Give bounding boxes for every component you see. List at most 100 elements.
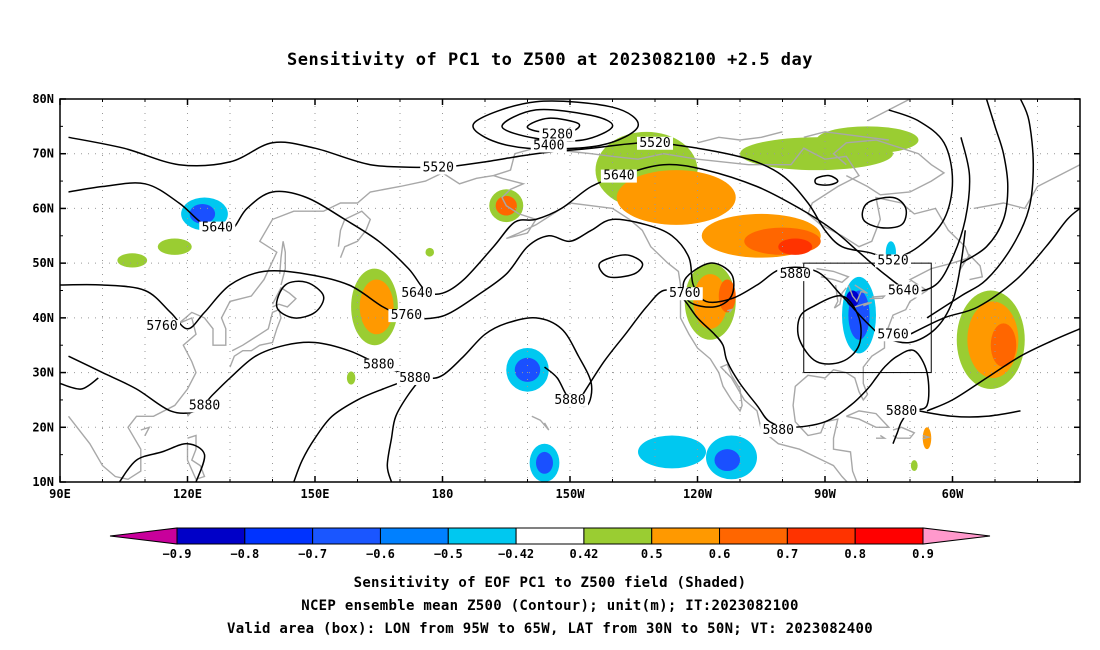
colorbar-box: [447, 527, 517, 545]
lon-tick-label: 90W: [814, 487, 836, 501]
shaded-area: [425, 247, 434, 257]
contour-label: 5760: [669, 286, 700, 301]
shaded-area: [910, 460, 918, 472]
colorbar-label: −0.6: [366, 547, 395, 561]
coastline: [847, 284, 868, 303]
colorbar-label: 0.9: [912, 547, 934, 561]
contour-label-bg: [875, 254, 911, 268]
caption-shading: Sensitivity of EOF PC1 to Z500 field (Sh…: [353, 575, 747, 591]
contour-label: 5880: [886, 404, 917, 419]
lon-tick-label: 180: [432, 487, 454, 501]
coastline: [867, 99, 911, 122]
coastline: [337, 210, 372, 258]
lon-tick-label: 120W: [683, 487, 713, 501]
z500-contour: [501, 108, 614, 142]
contour-label-bg: [885, 284, 922, 298]
colorbar-box: [176, 527, 246, 545]
z500-contour: [814, 174, 839, 186]
lon-tick-label: 60W: [942, 487, 964, 501]
coastline: [67, 172, 443, 481]
contour-label-bg: [760, 424, 797, 438]
contour-label: 5520: [639, 136, 670, 151]
contour-label: 5880: [780, 267, 811, 282]
coastline: [697, 131, 783, 144]
contour-label: 5640: [888, 284, 919, 299]
shaded-area: [514, 357, 541, 382]
z500-contour: [472, 100, 639, 150]
shaded-area: [816, 126, 919, 154]
coastline: [140, 426, 151, 436]
contour-label: 5880: [363, 357, 394, 372]
coastline: [531, 415, 550, 431]
z500-contour: [918, 410, 1021, 418]
colorbar-box: [379, 527, 449, 545]
contour-label: 5760: [877, 327, 908, 342]
z500-contour: [598, 254, 644, 279]
colorbar-label: −0.5: [434, 547, 463, 561]
contour-label: 5760: [391, 308, 422, 323]
colorbar-box: [244, 527, 314, 545]
colorbar-triangle-low: [109, 527, 178, 545]
colorbar-box: [312, 527, 381, 545]
valid-area-box: [803, 262, 932, 374]
colorbar-box: [719, 527, 788, 545]
contour-label: 5640: [401, 286, 432, 301]
coastline: [833, 284, 847, 309]
contour-label-bg: [552, 393, 588, 407]
z500-contour: [68, 137, 971, 296]
z500-contour: [386, 372, 427, 482]
shaded-area: [346, 371, 356, 385]
colorbar: −0.9 −0.8 −0.7 −0.6 −0.5 −0.42 0.42 0.5 0.6 0.7 0.…: [109, 527, 991, 561]
colorbar-label: −0.42: [498, 547, 534, 561]
colorbar-label: −0.7: [298, 547, 327, 561]
coastline: [271, 286, 297, 308]
contour-label-bg: [600, 169, 637, 183]
contour-label-bg: [388, 309, 425, 323]
z500-contour: [926, 99, 1035, 319]
caption-valid-area: Valid area (box): LON from 95W to 65W, L…: [227, 621, 873, 637]
coastline: [186, 434, 206, 481]
graticule: [60, 99, 1080, 482]
contour-label-bg: [883, 404, 920, 418]
colorbar-box: [786, 527, 856, 545]
contour-label-bg: [666, 287, 703, 301]
lon-tick-label: 150W: [556, 487, 586, 501]
z500-contour: [68, 109, 954, 259]
lon-tick-label: 120E: [173, 487, 202, 501]
shaded-area: [714, 449, 740, 472]
lat-tick-label: 30N: [32, 366, 54, 380]
colorbar-label: 0.5: [641, 547, 663, 561]
colorbar-label: 0.42: [569, 547, 598, 561]
colorbar-box: [583, 527, 653, 545]
lat-tick-label: 60N: [32, 201, 54, 215]
coastline: [854, 301, 873, 308]
contour-label-bg: [539, 128, 576, 142]
sensitivity-shading: [117, 126, 1025, 482]
colorbar-box: [854, 527, 924, 545]
page-title: Sensitivity of PC1 to Z500 at 2023082100…: [286, 50, 813, 70]
colorbar-box: [515, 527, 585, 545]
shaded-area: [157, 238, 192, 255]
z500-contour: [60, 377, 99, 390]
z500-contour: [582, 289, 930, 444]
coastline: [922, 434, 932, 440]
coastline: [816, 267, 850, 284]
lon-tick-label: 150E: [301, 487, 330, 501]
z500-contour: [275, 280, 325, 319]
coastline: [727, 308, 734, 313]
coastline: [832, 139, 946, 196]
z500-contour: [926, 328, 1080, 412]
colorbar-label: 0.7: [777, 547, 799, 561]
colorbar-triangle-high: [922, 527, 991, 545]
contour-label: 5880: [399, 371, 430, 386]
z500-contour: [60, 218, 967, 344]
colorbar-label: 0.6: [709, 547, 731, 561]
contour-label-bg: [199, 221, 236, 235]
lat-tick-label: 80N: [32, 92, 54, 106]
coastline: [803, 131, 889, 141]
coastline: [846, 410, 891, 428]
